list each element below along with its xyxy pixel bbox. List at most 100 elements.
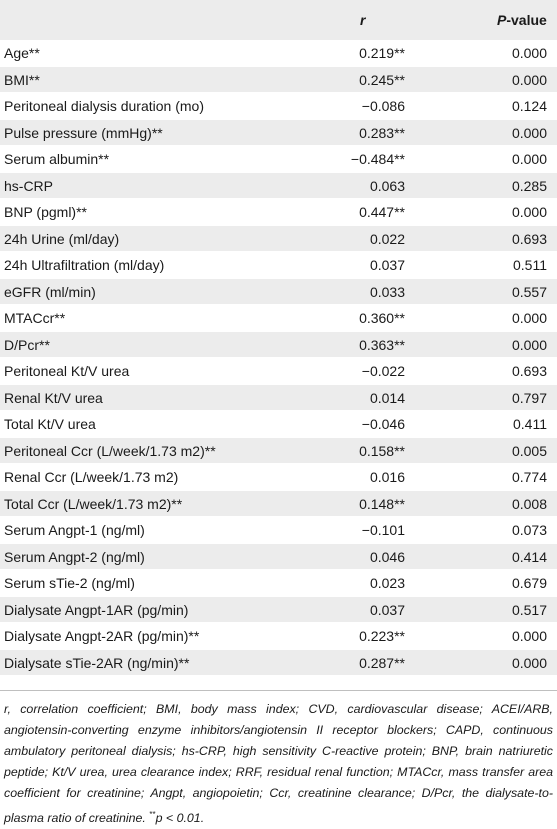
- table-row: Age** 0.219** 0.000: [0, 40, 557, 67]
- table-row: BNP (pgml)** 0.447** 0.000: [0, 199, 557, 226]
- table-row: 24h Ultrafiltration (ml/day) 0.037 0.511: [0, 252, 557, 279]
- cell-variable: D/Pcr**: [4, 336, 50, 353]
- cell-r: 0.046: [369, 548, 405, 565]
- cell-p-value: 0.008: [511, 495, 547, 512]
- table-footnote: r, correlation coefficient; BMI, body ma…: [4, 699, 553, 829]
- table-body: Age** 0.219** 0.000 BMI** 0.245** 0.000 Perito…: [0, 40, 557, 676]
- table-row: Dialysate Angpt-1AR (pg/min) 0.037 0.517: [0, 596, 557, 623]
- cell-r: 0.158**: [359, 442, 405, 459]
- table-row: 24h Urine (ml/day) 0.022 0.693: [0, 225, 557, 252]
- cell-r: 0.245**: [359, 71, 405, 88]
- cell-r: 0.014: [369, 389, 405, 406]
- cell-r: 0.037: [369, 257, 405, 273]
- footnote-superscript: **: [149, 810, 156, 819]
- footnote-text: r, correlation coefficient; BMI, body ma…: [4, 702, 553, 825]
- table-row: Peritoneal Kt/V urea −0.022 0.693: [0, 358, 557, 385]
- cell-variable: Total Ccr (L/week/1.73 m2)**: [4, 495, 183, 512]
- table-row: MTACcr** 0.360** 0.000: [0, 305, 557, 332]
- cell-variable: Serum Angpt-2 (ng/ml): [4, 548, 145, 565]
- cell-r: 0.219**: [359, 45, 405, 61]
- cell-variable: eGFR (ml/min): [4, 283, 96, 300]
- cell-variable: Dialysate Angpt-2AR (pg/min)**: [4, 628, 200, 644]
- cell-variable: Pulse pressure (mmHg)**: [4, 124, 163, 141]
- cell-p-value: 0.000: [511, 151, 547, 167]
- table-row: eGFR (ml/min) 0.033 0.557: [0, 278, 557, 305]
- cell-r: −0.101: [361, 522, 405, 538]
- cell-p-value: 0.000: [511, 124, 547, 141]
- cell-r: 0.447**: [359, 204, 405, 220]
- cell-r: −0.484**: [350, 151, 405, 167]
- cell-p-value: 0.000: [511, 654, 547, 671]
- table-row: Total Kt/V urea −0.046 0.411: [0, 411, 557, 438]
- cell-p-value: 0.557: [511, 283, 547, 300]
- header-p-letter: P: [497, 12, 507, 28]
- table-row: Serum albumin** −0.484** 0.000: [0, 146, 557, 173]
- table-row: Serum Angpt-2 (ng/ml) 0.046 0.414: [0, 543, 557, 570]
- cell-variable: Peritoneal Kt/V urea: [4, 363, 130, 379]
- cell-r: −0.046: [361, 416, 405, 432]
- cell-r: 0.223**: [359, 628, 405, 644]
- cell-variable: Age**: [4, 45, 40, 61]
- cell-variable: BMI**: [4, 71, 40, 88]
- header-r: r: [360, 12, 366, 28]
- table-row: Peritoneal Ccr (L/week/1.73 m2)** 0.158**…: [0, 437, 557, 464]
- cell-r: 0.287**: [359, 654, 405, 671]
- cell-r: 0.360**: [359, 310, 405, 326]
- cell-p-value: 0.517: [511, 601, 547, 618]
- cell-r: −0.022: [361, 363, 405, 379]
- table-row: Serum Angpt-1 (ng/ml) −0.101 0.073: [0, 517, 557, 544]
- table-row: Dialysate Angpt-2AR (pg/min)** 0.223** 0.0…: [0, 623, 557, 650]
- cell-r: 0.022: [369, 230, 405, 247]
- cell-p-value: 0.414: [511, 548, 547, 565]
- cell-p-value: 0.005: [511, 442, 547, 459]
- cell-p-value: 0.000: [511, 204, 547, 220]
- table-row: Peritoneal dialysis duration (mo) −0.086 0…: [0, 93, 557, 120]
- cell-variable: Total Kt/V urea: [4, 416, 96, 432]
- cell-r: 0.283**: [359, 124, 405, 141]
- cell-variable: MTACcr**: [4, 310, 66, 326]
- table-row: BMI** 0.245** 0.000: [0, 66, 557, 93]
- cell-p-value: 0.000: [511, 71, 547, 88]
- cell-r: 0.037: [369, 601, 405, 618]
- table-row: Renal Ccr (L/week/1.73 m2) 0.016 0.774: [0, 464, 557, 491]
- cell-r: 0.363**: [359, 336, 405, 353]
- table-row: D/Pcr** 0.363** 0.000: [0, 331, 557, 358]
- cell-r: 0.063: [369, 177, 405, 194]
- cell-variable: Dialysate Angpt-1AR (pg/min): [4, 601, 189, 618]
- table-row: hs-CRP 0.063 0.285: [0, 172, 557, 199]
- cell-r: 0.023: [369, 575, 405, 591]
- cell-variable: Peritoneal Ccr (L/week/1.73 m2)**: [4, 442, 216, 459]
- table-row: Serum sTie-2 (ng/ml) 0.023 0.679: [0, 570, 557, 597]
- cell-p-value: 0.774: [511, 469, 547, 485]
- cell-variable: 24h Urine (ml/day): [4, 230, 120, 247]
- table-header: r P-value: [0, 0, 557, 40]
- table-row: Total Ccr (L/week/1.73 m2)** 0.148** 0.008: [0, 490, 557, 517]
- cell-variable: Serum albumin**: [4, 151, 110, 167]
- cell-p-value: 0.000: [511, 45, 547, 61]
- header-p-value: P-value: [497, 12, 547, 28]
- cell-p-value: 0.679: [511, 575, 547, 591]
- cell-p-value: 0.411: [513, 416, 547, 432]
- cell-p-value: 0.511: [513, 257, 547, 273]
- cell-p-value: 0.693: [511, 230, 547, 247]
- cell-p-value: 0.124: [511, 98, 547, 114]
- cell-variable: Renal Ccr (L/week/1.73 m2): [4, 469, 179, 485]
- cell-p-value: 0.285: [511, 177, 547, 194]
- cell-r: 0.148**: [359, 495, 405, 512]
- table-row: Dialysate sTie-2AR (ng/min)** 0.287** 0.00…: [0, 649, 557, 676]
- cell-p-value: 0.000: [511, 310, 547, 326]
- cell-variable: Serum sTie-2 (ng/ml): [4, 575, 135, 591]
- cell-variable: hs-CRP: [4, 177, 54, 194]
- header-p-suffix: -value: [506, 12, 547, 28]
- table-row: Pulse pressure (mmHg)** 0.283** 0.000: [0, 119, 557, 146]
- cell-variable: Peritoneal dialysis duration (mo): [4, 98, 204, 114]
- footnote-divider: [0, 690, 557, 691]
- cell-p-value: 0.797: [511, 389, 547, 406]
- cell-variable: 24h Ultrafiltration (ml/day): [4, 257, 165, 273]
- table-row: Renal Kt/V urea 0.014 0.797: [0, 384, 557, 411]
- cell-p-value: 0.693: [511, 363, 547, 379]
- cell-r: −0.086: [361, 98, 405, 114]
- cell-variable: Dialysate sTie-2AR (ng/min)**: [4, 654, 190, 671]
- cell-p-value: 0.000: [511, 628, 547, 644]
